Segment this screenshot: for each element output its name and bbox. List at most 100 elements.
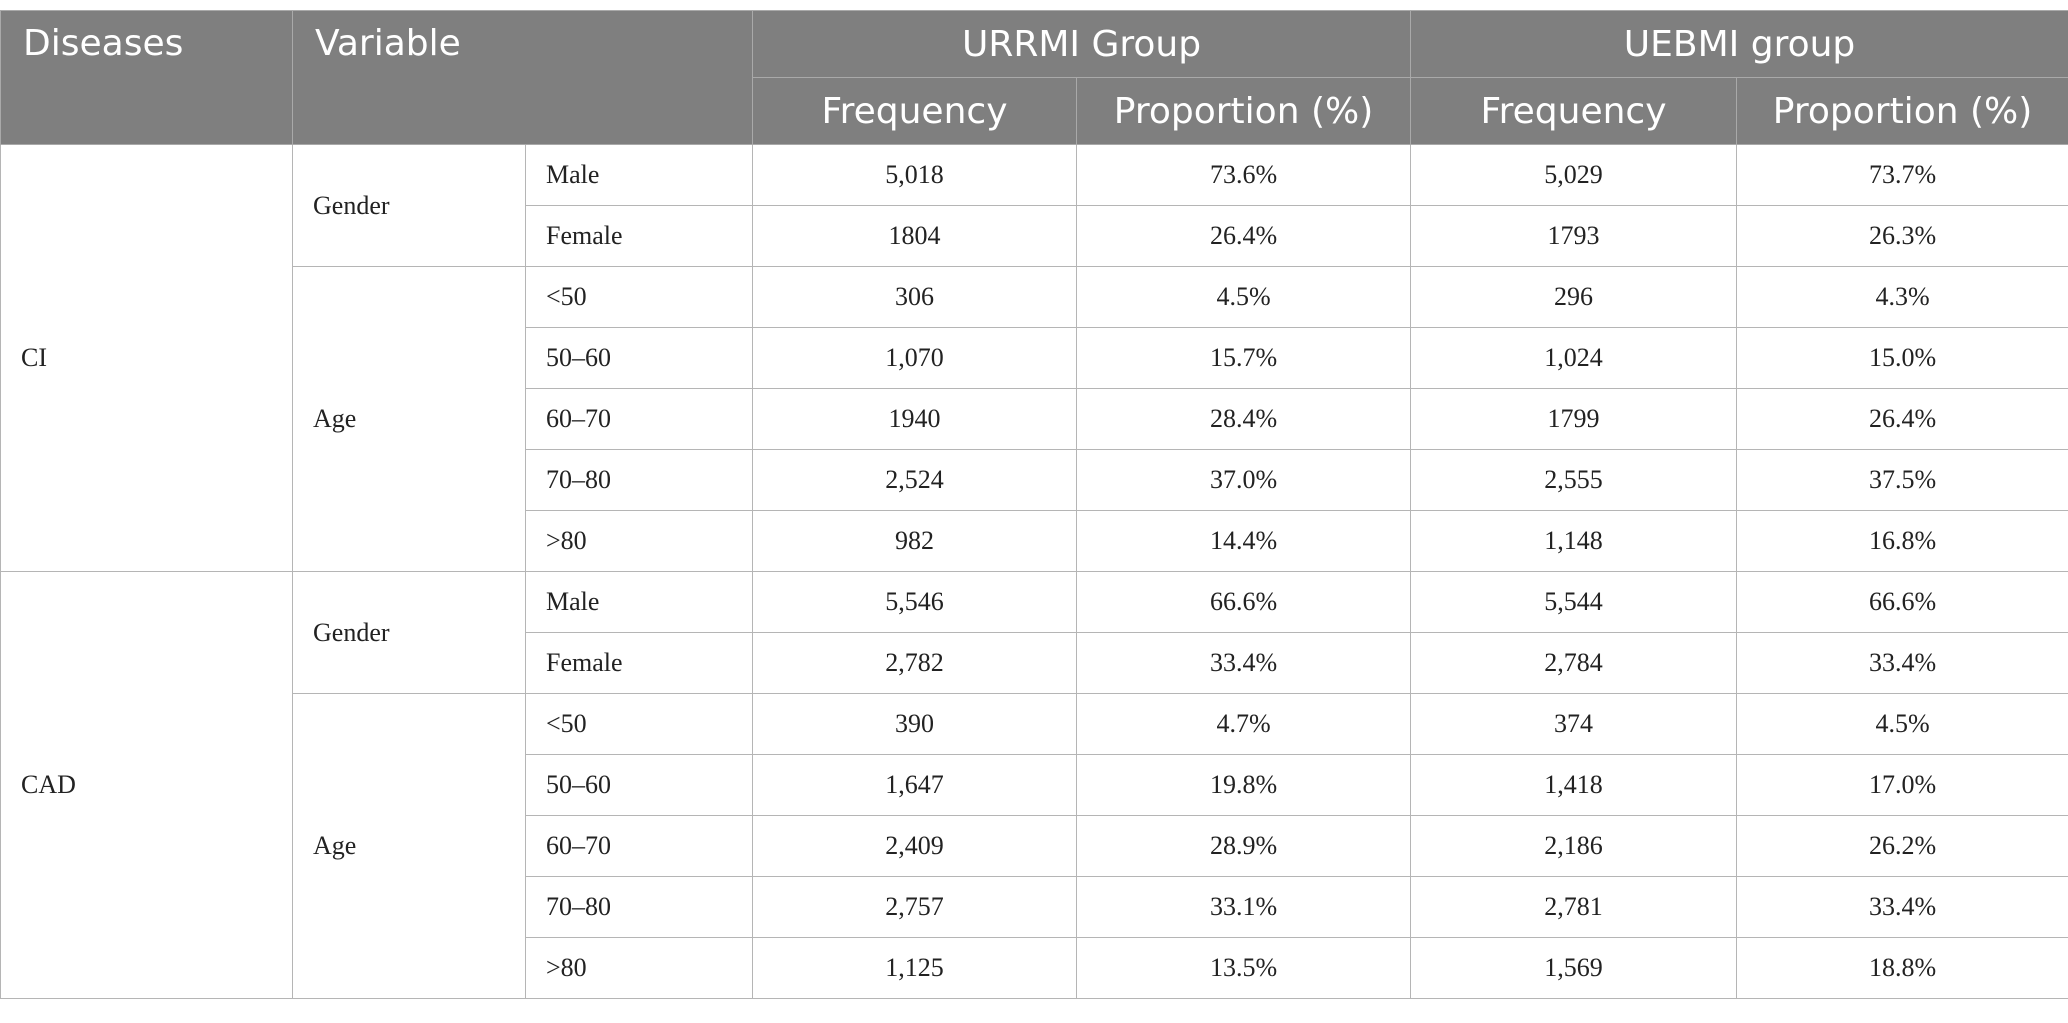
uebmi-proportion: 15.0% xyxy=(1736,327,2068,389)
urrmi-proportion: 26.4% xyxy=(1076,205,1412,267)
urrmi-proportion: 33.4% xyxy=(1076,632,1412,694)
table-row: 60–70 1940 28.4% 1799 26.4% xyxy=(1,388,2068,450)
header-row-sub: Frequency Proportion (%) Frequency Propo… xyxy=(1,77,2068,145)
variable-group: Gender xyxy=(292,144,526,267)
table-row: 50–60 1,647 19.8% 1,418 17.0% xyxy=(1,754,2068,816)
variable-level: <50 xyxy=(524,693,754,755)
uebmi-proportion: 26.2% xyxy=(1736,815,2068,877)
variable-level: 70–80 xyxy=(524,449,754,511)
variable-level: <50 xyxy=(524,266,754,328)
uebmi-frequency: 1,569 xyxy=(1410,937,1738,999)
variable-level: Male xyxy=(524,571,754,633)
table-row: >80 1,125 13.5% 1,569 18.8% xyxy=(1,937,2068,999)
variable-level: >80 xyxy=(524,937,754,999)
urrmi-proportion: 28.9% xyxy=(1076,815,1412,877)
header-variable: Variable xyxy=(291,10,754,145)
variable-group: Age xyxy=(292,693,526,999)
uebmi-proportion: 26.3% xyxy=(1736,205,2068,267)
table-row: >80 982 14.4% 1,148 16.8% xyxy=(1,510,2068,572)
uebmi-frequency: 2,781 xyxy=(1410,876,1738,938)
variable-level: Female xyxy=(524,632,754,694)
urrmi-proportion: 13.5% xyxy=(1076,937,1412,999)
uebmi-proportion: 26.4% xyxy=(1736,388,2068,450)
uebmi-proportion: 18.8% xyxy=(1736,937,2068,999)
variable-level: 60–70 xyxy=(524,815,754,877)
header-diseases: Diseases xyxy=(0,10,293,145)
urrmi-proportion: 15.7% xyxy=(1076,327,1412,389)
urrmi-frequency: 1,125 xyxy=(752,937,1078,999)
uebmi-proportion: 73.7% xyxy=(1736,144,2068,206)
uebmi-frequency: 5,544 xyxy=(1410,571,1738,633)
urrmi-frequency: 2,524 xyxy=(752,449,1078,511)
uebmi-proportion: 4.3% xyxy=(1736,266,2068,328)
variable-group: Gender xyxy=(292,571,526,694)
header-uebmi-group: UEBMI group xyxy=(1410,10,2068,78)
variable-level: Female xyxy=(524,205,754,267)
uebmi-frequency: 296 xyxy=(1410,266,1738,328)
urrmi-frequency: 1804 xyxy=(752,205,1078,267)
header-urrmi-frequency: Frequency xyxy=(752,77,1078,145)
urrmi-frequency: 1,647 xyxy=(752,754,1078,816)
urrmi-frequency: 982 xyxy=(752,510,1078,572)
variable-group: Age xyxy=(292,266,526,572)
uebmi-proportion: 16.8% xyxy=(1736,510,2068,572)
header-uebmi-proportion: Proportion (%) xyxy=(1736,77,2068,145)
header-urrmi-group: URRMI Group xyxy=(752,10,1412,78)
urrmi-proportion: 19.8% xyxy=(1076,754,1412,816)
header-uebmi-frequency: Frequency xyxy=(1410,77,1738,145)
uebmi-frequency: 1799 xyxy=(1410,388,1738,450)
header-urrmi-proportion: Proportion (%) xyxy=(1076,77,1412,145)
table-header: Diseases Variable URRMI Group UEBMI grou… xyxy=(0,10,2068,145)
urrmi-proportion: 66.6% xyxy=(1076,571,1412,633)
header-row-top: Diseases Variable URRMI Group UEBMI grou… xyxy=(0,10,2068,145)
data-table-container: Diseases Variable URRMI Group UEBMI grou… xyxy=(0,10,2068,999)
urrmi-frequency: 2,409 xyxy=(752,815,1078,877)
uebmi-proportion: 66.6% xyxy=(1736,571,2068,633)
disease-name: CAD xyxy=(0,571,293,999)
table-row: Age <50 306 4.5% 296 4.3% xyxy=(1,266,2068,572)
uebmi-frequency: 5,029 xyxy=(1410,144,1738,206)
uebmi-proportion: 33.4% xyxy=(1736,876,2068,938)
urrmi-frequency: 5,546 xyxy=(752,571,1078,633)
uebmi-proportion: 33.4% xyxy=(1736,632,2068,694)
disease-name: CI xyxy=(0,144,293,572)
variable-level: 60–70 xyxy=(524,388,754,450)
table-row: Female 1804 26.4% 1793 26.3% xyxy=(1,205,2068,267)
uebmi-frequency: 1,148 xyxy=(1410,510,1738,572)
uebmi-proportion: 17.0% xyxy=(1736,754,2068,816)
table-row: Age <50 390 4.7% 374 4.5% xyxy=(1,693,2068,999)
urrmi-proportion: 4.7% xyxy=(1076,693,1412,755)
table-row: 50–60 1,070 15.7% 1,024 15.0% xyxy=(1,327,2068,389)
urrmi-frequency: 1940 xyxy=(752,388,1078,450)
uebmi-proportion: 37.5% xyxy=(1736,449,2068,511)
variable-level: Male xyxy=(524,144,754,206)
urrmi-frequency: 390 xyxy=(752,693,1078,755)
variable-level: 70–80 xyxy=(524,876,754,938)
uebmi-frequency: 2,784 xyxy=(1410,632,1738,694)
urrmi-proportion: 4.5% xyxy=(1076,266,1412,328)
uebmi-frequency: 1793 xyxy=(1410,205,1738,267)
urrmi-frequency: 1,070 xyxy=(752,327,1078,389)
uebmi-frequency: 2,186 xyxy=(1410,815,1738,877)
urrmi-proportion: 14.4% xyxy=(1076,510,1412,572)
urrmi-proportion: 33.1% xyxy=(1076,876,1412,938)
table-row: CI Gender Male 5,018 73.6% 5,029 73.7% xyxy=(0,144,2068,572)
table-row: 60–70 2,409 28.9% 2,186 26.2% xyxy=(1,815,2068,877)
uebmi-frequency: 374 xyxy=(1410,693,1738,755)
uebmi-frequency: 2,555 xyxy=(1410,449,1738,511)
urrmi-proportion: 73.6% xyxy=(1076,144,1412,206)
urrmi-frequency: 2,782 xyxy=(752,632,1078,694)
variable-level: 50–60 xyxy=(524,754,754,816)
table-row: CAD Gender Male 5,546 66.6% 5,544 66.6% xyxy=(0,571,2068,999)
demographics-table: Diseases Variable URRMI Group UEBMI grou… xyxy=(0,10,2068,999)
urrmi-proportion: 37.0% xyxy=(1076,449,1412,511)
uebmi-proportion: 4.5% xyxy=(1736,693,2068,755)
table-body: CI Gender Male 5,018 73.6% 5,029 73.7% Female 18… xyxy=(0,144,2068,999)
table-row: Female 2,782 33.4% 2,784 33.4% xyxy=(1,632,2068,694)
uebmi-frequency: 1,024 xyxy=(1410,327,1738,389)
urrmi-frequency: 306 xyxy=(752,266,1078,328)
variable-level: 50–60 xyxy=(524,327,754,389)
urrmi-frequency: 2,757 xyxy=(752,876,1078,938)
variable-level: >80 xyxy=(524,510,754,572)
uebmi-frequency: 1,418 xyxy=(1410,754,1738,816)
